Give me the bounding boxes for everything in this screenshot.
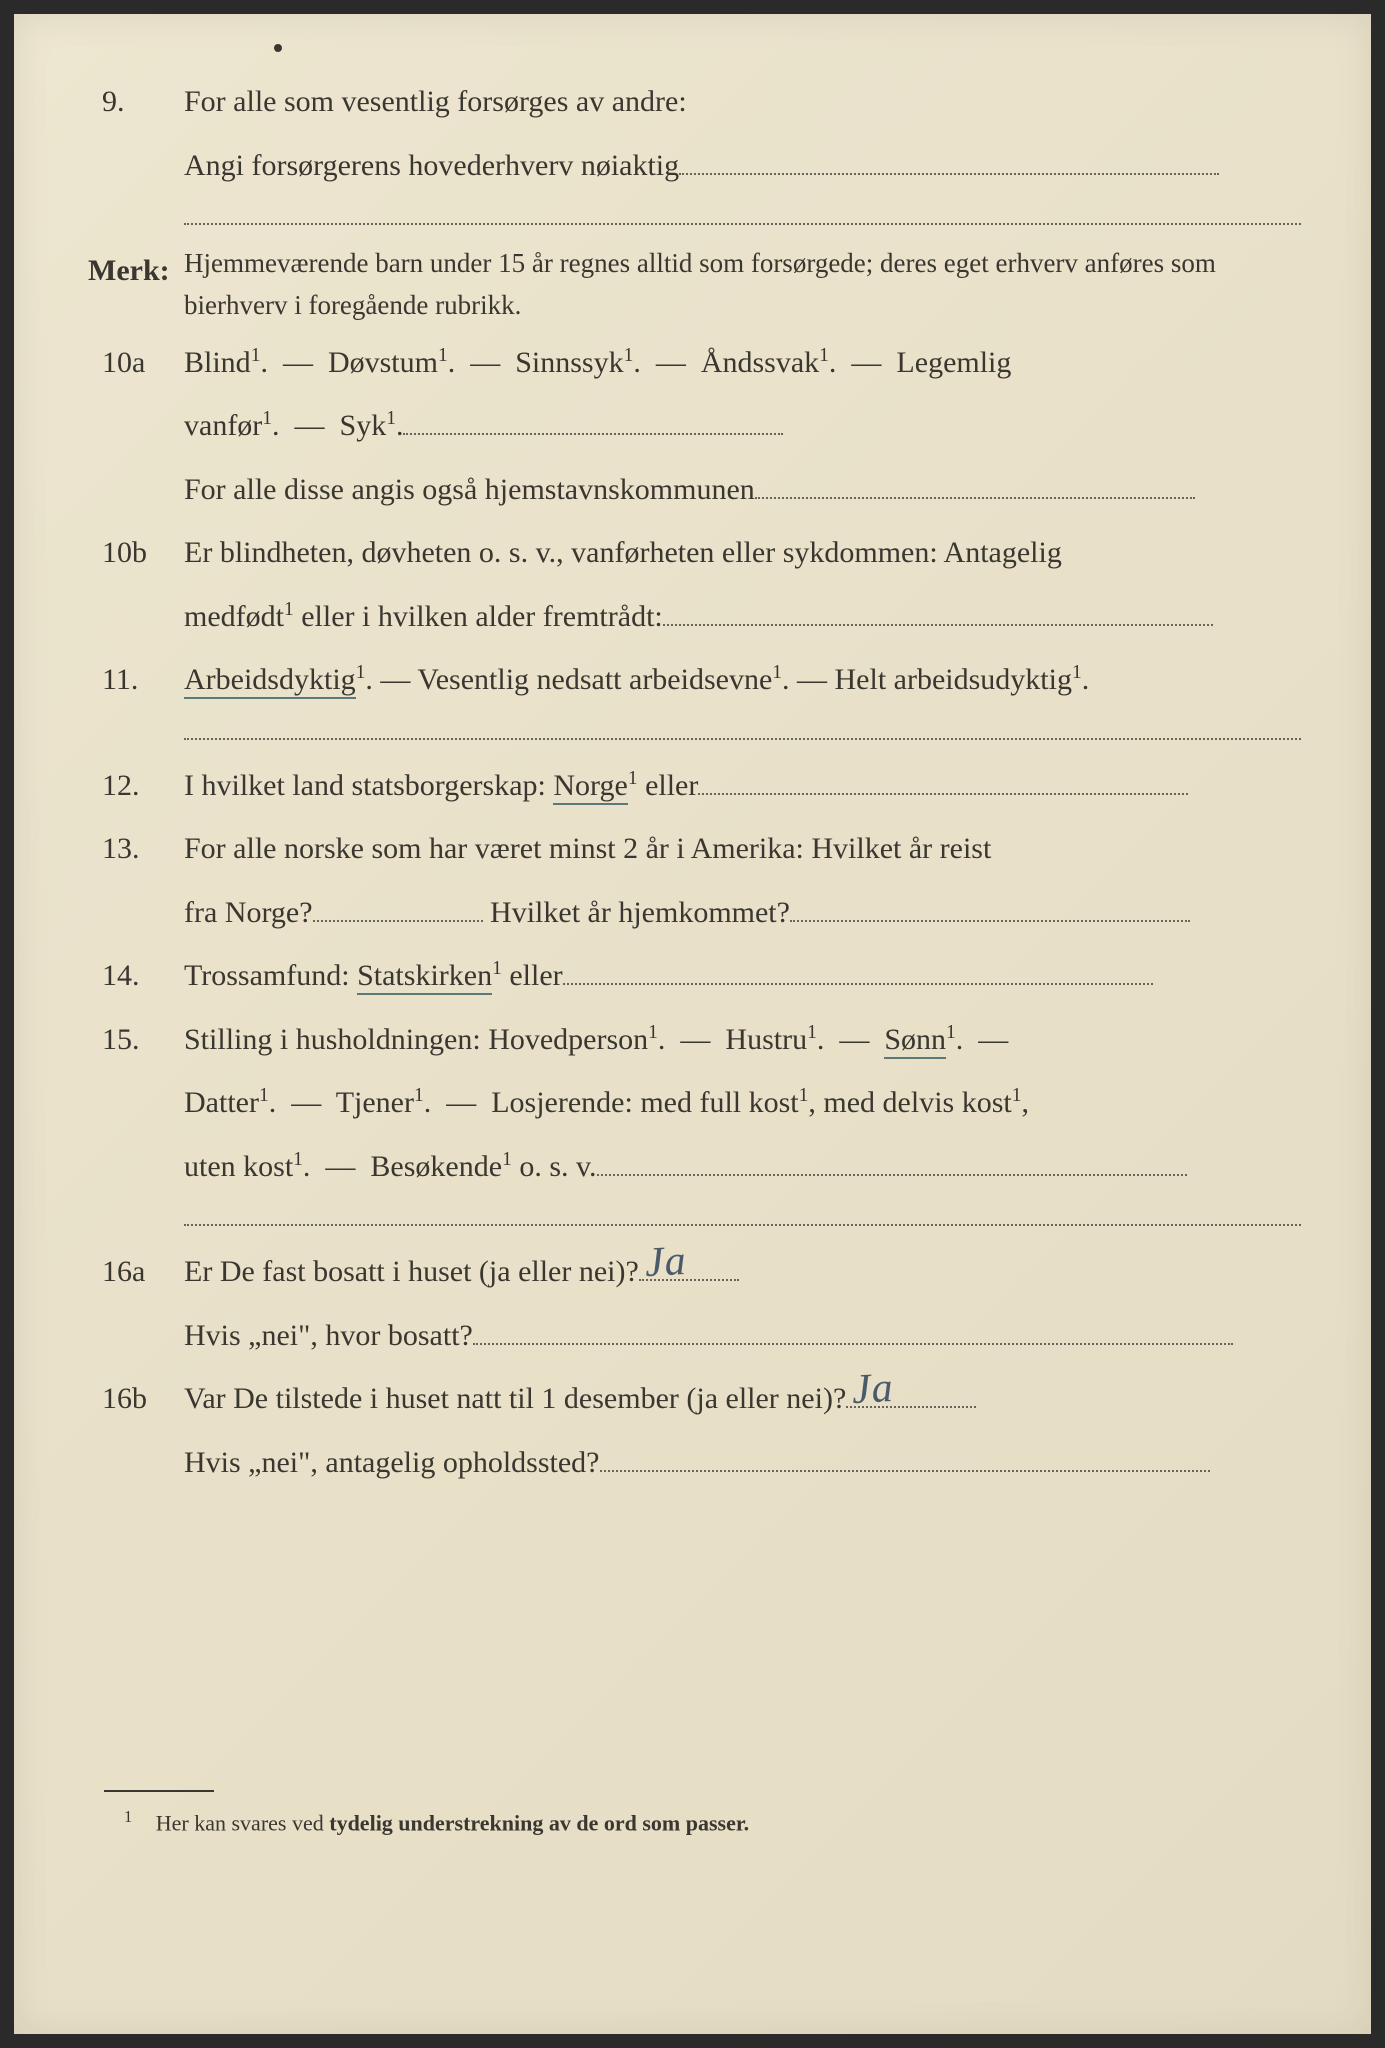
q9-line2-text: Angi forsørgerens hovederhverv nøiaktig bbox=[184, 149, 679, 182]
q10a-line2-text: For alle disse angis også hjemstavnskomm… bbox=[184, 473, 755, 506]
q9-line1: For alle som vesentlig forsørges av andr… bbox=[184, 85, 687, 118]
merk-label: Merk: bbox=[84, 243, 184, 327]
document-page: 9. For alle som vesentlig forsørges av a… bbox=[14, 14, 1371, 2034]
q13-number: 13. bbox=[84, 821, 184, 877]
q10a-number: 10a bbox=[84, 335, 184, 391]
question-13-line2: fra Norge? Hvilket år hjemkommet? bbox=[84, 885, 1301, 941]
q10a-fill-line bbox=[403, 410, 783, 436]
q10a-opt-syk: Syk bbox=[340, 409, 387, 442]
q10b-fill-line bbox=[663, 600, 1213, 626]
q13-fill-1 bbox=[313, 896, 483, 922]
q10a-fill-line-2 bbox=[755, 473, 1195, 499]
q16b-fill-2 bbox=[600, 1446, 1210, 1472]
q14-number: 14. bbox=[84, 948, 184, 1004]
q11-number: 11. bbox=[84, 652, 184, 708]
q16a-q2: Hvis „nei", hvor bosatt? bbox=[184, 1319, 473, 1352]
question-16a: 16a Er De fast bosatt i huset (ja eller … bbox=[84, 1244, 1301, 1300]
q12-number: 12. bbox=[84, 758, 184, 814]
question-15-line2: Datter1. — Tjener1. — Losjerende: med fu… bbox=[84, 1075, 1301, 1131]
stray-dot bbox=[274, 44, 282, 52]
question-9-line2: Angi forsørgerens hovederhverv nøiaktig bbox=[84, 138, 1301, 194]
footnote-text-b: tydelig understrekning av de ord som pas… bbox=[329, 1811, 749, 1836]
q12-fill-line bbox=[698, 769, 1188, 795]
q15-opt-hovedperson: Hovedperson bbox=[488, 1023, 648, 1056]
q11-opt2: Vesentlig nedsatt arbeidsevne bbox=[417, 663, 772, 696]
q15-losj3: uten kost bbox=[184, 1150, 293, 1183]
question-16b-line2: Hvis „nei", antagelig opholdssted? bbox=[84, 1435, 1301, 1491]
footnote-text-a: Her kan svares ved bbox=[156, 1811, 330, 1836]
q15-osv: o. s. v. bbox=[512, 1150, 597, 1183]
question-15: 15. Stilling i husholdningen: Hovedperso… bbox=[84, 1012, 1301, 1068]
q15-besok: Besøkende bbox=[370, 1150, 502, 1183]
q13-line1: For alle norske som har været minst 2 år… bbox=[184, 832, 991, 865]
q16b-answer: Ja bbox=[850, 1350, 896, 1430]
q16b-fill-1: Ja bbox=[846, 1383, 976, 1409]
q15-opt-sonn: Sønn bbox=[884, 1023, 946, 1059]
q16b-q1: Var De tilstede i huset natt til 1 desem… bbox=[184, 1382, 846, 1415]
q15-fill-line bbox=[597, 1150, 1187, 1176]
divider-2 bbox=[184, 738, 1301, 740]
question-10b-line2: medfødt1 eller i hvilken alder fremtrådt… bbox=[84, 589, 1301, 645]
q13-fill-2 bbox=[790, 896, 1190, 922]
q11-opt-arbeidsdyktig: Arbeidsdyktig bbox=[184, 663, 356, 699]
question-10a-line3: For alle disse angis også hjemstavnskomm… bbox=[84, 462, 1301, 518]
q13-line2a: fra Norge? bbox=[184, 896, 313, 929]
form-content: 9. For alle som vesentlig forsørges av a… bbox=[84, 74, 1301, 1844]
footnote: 1 Her kan svares ved tydelig understrekn… bbox=[84, 1802, 1301, 1844]
q15-lead: Stilling i husholdningen: bbox=[184, 1023, 488, 1056]
q15-opt-hustru: Hustru bbox=[725, 1023, 807, 1056]
question-15-line3: uten kost1. — Besøkende1 o. s. v. bbox=[84, 1139, 1301, 1195]
question-16b: 16b Var De tilstede i huset natt til 1 d… bbox=[84, 1371, 1301, 1427]
q10b-line1: Er blindheten, døvheten o. s. v., vanfør… bbox=[184, 536, 1062, 569]
q14-fill-line bbox=[563, 960, 1153, 986]
footnote-rule bbox=[104, 1790, 214, 1792]
question-10a: 10a Blind1. — Døvstum1. — Sinnssyk1. — Å… bbox=[84, 335, 1301, 391]
question-12: 12. I hvilket land statsborgerskap: Norg… bbox=[84, 758, 1301, 814]
q9-number: 9. bbox=[84, 74, 184, 130]
q14-text: Trossamfund: bbox=[184, 959, 357, 992]
q15-losj: Losjerende: med full kost bbox=[491, 1086, 798, 1119]
q15-opt-tjener: Tjener bbox=[336, 1086, 414, 1119]
q12-text: I hvilket land statsborgerskap: bbox=[184, 769, 553, 802]
footnote-number: 1 bbox=[124, 1807, 132, 1826]
q13-line2b: Hvilket år hjemkommet? bbox=[483, 896, 790, 929]
question-14: 14. Trossamfund: Statskirken1 eller bbox=[84, 948, 1301, 1004]
note-merk: Merk: Hjemmeværende barn under 15 år reg… bbox=[84, 243, 1301, 327]
q10a-opt-dovstum: Døvstum bbox=[328, 346, 438, 379]
q9-fill-line bbox=[679, 149, 1219, 175]
q10a-opt-sinnssyk: Sinnssyk bbox=[515, 346, 623, 379]
q10b-after: eller i hvilken alder fremtrådt: bbox=[294, 600, 663, 633]
merk-text: Hjemmeværende barn under 15 år regnes al… bbox=[184, 243, 1301, 327]
q11-opt3: Helt arbeidsudyktig bbox=[835, 663, 1072, 696]
q16b-q2: Hvis „nei", antagelig opholdssted? bbox=[184, 1446, 600, 1479]
question-9: 9. For alle som vesentlig forsørges av a… bbox=[84, 74, 1301, 130]
q12-opt-norge: Norge bbox=[553, 769, 627, 805]
q10a-opt-blind: Blind bbox=[184, 346, 251, 379]
q15-number: 15. bbox=[84, 1012, 184, 1068]
q10b-medfodt: medfødt bbox=[184, 600, 284, 633]
question-13: 13. For alle norske som har været minst … bbox=[84, 821, 1301, 877]
question-16a-line2: Hvis „nei", hvor bosatt? bbox=[84, 1308, 1301, 1364]
divider-1 bbox=[184, 223, 1301, 225]
q15-opt-datter: Datter bbox=[184, 1086, 259, 1119]
q16a-fill-1: Ja bbox=[639, 1256, 739, 1282]
q14-opt-statskirken: Statskirken bbox=[357, 959, 492, 995]
q15-losj2: , med delvis kost bbox=[808, 1086, 1011, 1119]
q16a-answer: Ja bbox=[643, 1223, 689, 1303]
q16b-number: 16b bbox=[84, 1371, 184, 1427]
question-11: 11. Arbeidsdyktig1. — Vesentlig nedsatt … bbox=[84, 652, 1301, 708]
question-10a-line2: vanfør1. — Syk1. bbox=[84, 398, 1301, 454]
q16a-q1: Er De fast bosatt i huset (ja eller nei)… bbox=[184, 1255, 639, 1288]
question-10b: 10b Er blindheten, døvheten o. s. v., va… bbox=[84, 525, 1301, 581]
q10b-number: 10b bbox=[84, 525, 184, 581]
divider-3 bbox=[184, 1224, 1301, 1226]
q10a-opt-andssvak: Åndssvak bbox=[701, 346, 819, 379]
q12-after: eller bbox=[638, 769, 699, 802]
q16a-number: 16a bbox=[84, 1244, 184, 1300]
q16a-fill-2 bbox=[473, 1319, 1233, 1345]
q14-after: eller bbox=[502, 959, 563, 992]
